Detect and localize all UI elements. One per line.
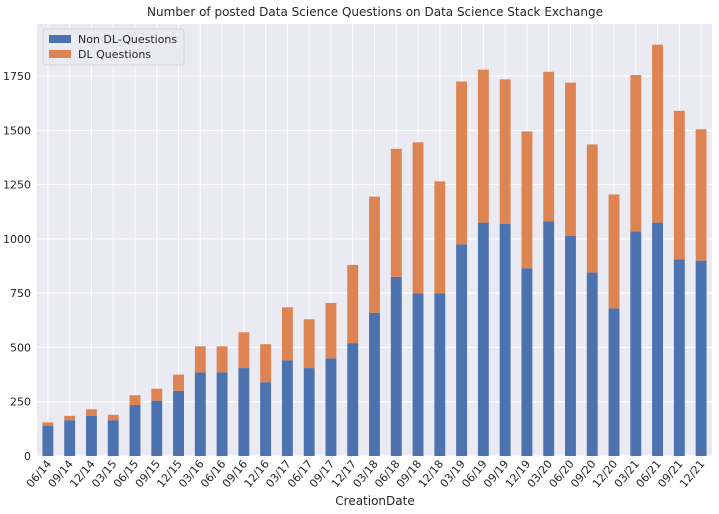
y-axis-ticks: 0 250 500 750 1000 1250 1500 1750: [3, 70, 31, 463]
legend: Non DL-Questions DL Questions: [42, 28, 185, 66]
bar-dl: [216, 346, 228, 373]
bar-dl: [107, 414, 119, 421]
bar-dl: [521, 131, 533, 269]
bar-non-dl: [303, 368, 315, 456]
bar-non-dl: [673, 259, 685, 456]
bar-non-dl: [390, 276, 402, 456]
bar-non-dl: [521, 268, 533, 456]
chart-title: Number of posted Data Science Questions …: [147, 5, 603, 19]
bar-non-dl: [586, 272, 598, 456]
bar-non-dl: [347, 343, 359, 456]
bar-dl: [543, 71, 555, 222]
bar-dl: [194, 346, 206, 373]
bar-non-dl: [608, 308, 620, 456]
bar-dl: [652, 44, 664, 223]
bar-non-dl: [565, 235, 576, 456]
bar-non-dl: [543, 221, 555, 456]
bar-dl: [64, 415, 76, 421]
bar-dl: [586, 144, 598, 273]
bar-dl: [608, 194, 620, 309]
y-tick-label: 1250: [3, 179, 31, 192]
y-tick-label: 750: [10, 287, 31, 300]
bar-non-dl: [173, 390, 184, 456]
y-tick-label: 1750: [3, 70, 31, 83]
y-tick-label: 0: [24, 450, 31, 463]
bar-dl: [173, 374, 184, 391]
bar-non-dl: [412, 293, 424, 456]
legend-swatch: [49, 50, 71, 58]
bar-non-dl: [652, 222, 664, 456]
legend-swatch: [49, 35, 71, 43]
bar-dl: [369, 196, 380, 313]
y-tick-label: 1000: [3, 233, 31, 246]
x-axis-label: CreationDate: [335, 494, 414, 508]
bar-dl: [151, 388, 163, 401]
bar-non-dl: [42, 425, 54, 456]
legend-label: DL Questions: [78, 48, 151, 61]
legend-box: [42, 28, 185, 66]
bar-non-dl: [477, 222, 489, 456]
bar-dl: [325, 302, 337, 359]
bar-non-dl: [260, 382, 272, 456]
bar-non-dl: [107, 420, 119, 456]
y-tick-label: 1500: [3, 124, 31, 137]
bar-dl: [281, 307, 293, 361]
bar-non-dl: [129, 404, 141, 456]
bar-dl: [42, 422, 54, 426]
x-axis-ticks: 06/1409/1412/1403/1506/1509/1512/1503/16…: [24, 458, 708, 491]
bar-non-dl: [151, 400, 163, 456]
bar-non-dl: [325, 358, 337, 456]
bar-non-dl: [238, 368, 250, 456]
bar-dl: [390, 148, 402, 277]
bar-dl: [238, 332, 250, 369]
bar-dl: [499, 79, 511, 224]
bar-dl: [477, 69, 489, 223]
y-tick-label: 500: [10, 341, 31, 354]
legend-label: Non DL-Questions: [78, 33, 177, 46]
bar-dl: [347, 264, 359, 344]
bar-non-dl: [630, 231, 642, 456]
bar-non-dl: [499, 223, 511, 456]
bar-non-dl: [64, 420, 76, 456]
bar-dl: [565, 82, 576, 236]
y-tick-label: 250: [10, 396, 31, 409]
x-tick-label: 12/21: [677, 458, 707, 491]
bar-dl: [85, 409, 97, 416]
bar-non-dl: [369, 312, 380, 456]
bar-dl: [303, 319, 315, 369]
bar-non-dl: [194, 372, 206, 456]
bars: [42, 44, 707, 456]
bar-dl: [260, 344, 272, 383]
bar-dl: [129, 395, 141, 405]
bar-non-dl: [695, 260, 707, 456]
bar-dl: [673, 110, 685, 260]
bar-non-dl: [434, 293, 446, 456]
bar-non-dl: [216, 372, 228, 456]
bar-dl: [456, 81, 468, 245]
bar-dl: [434, 181, 446, 294]
bar-dl: [412, 142, 424, 294]
bar-dl: [630, 75, 642, 232]
bar-dl: [695, 129, 707, 261]
bar-non-dl: [456, 244, 468, 456]
bar-non-dl: [281, 360, 293, 456]
bar-non-dl: [85, 415, 97, 456]
